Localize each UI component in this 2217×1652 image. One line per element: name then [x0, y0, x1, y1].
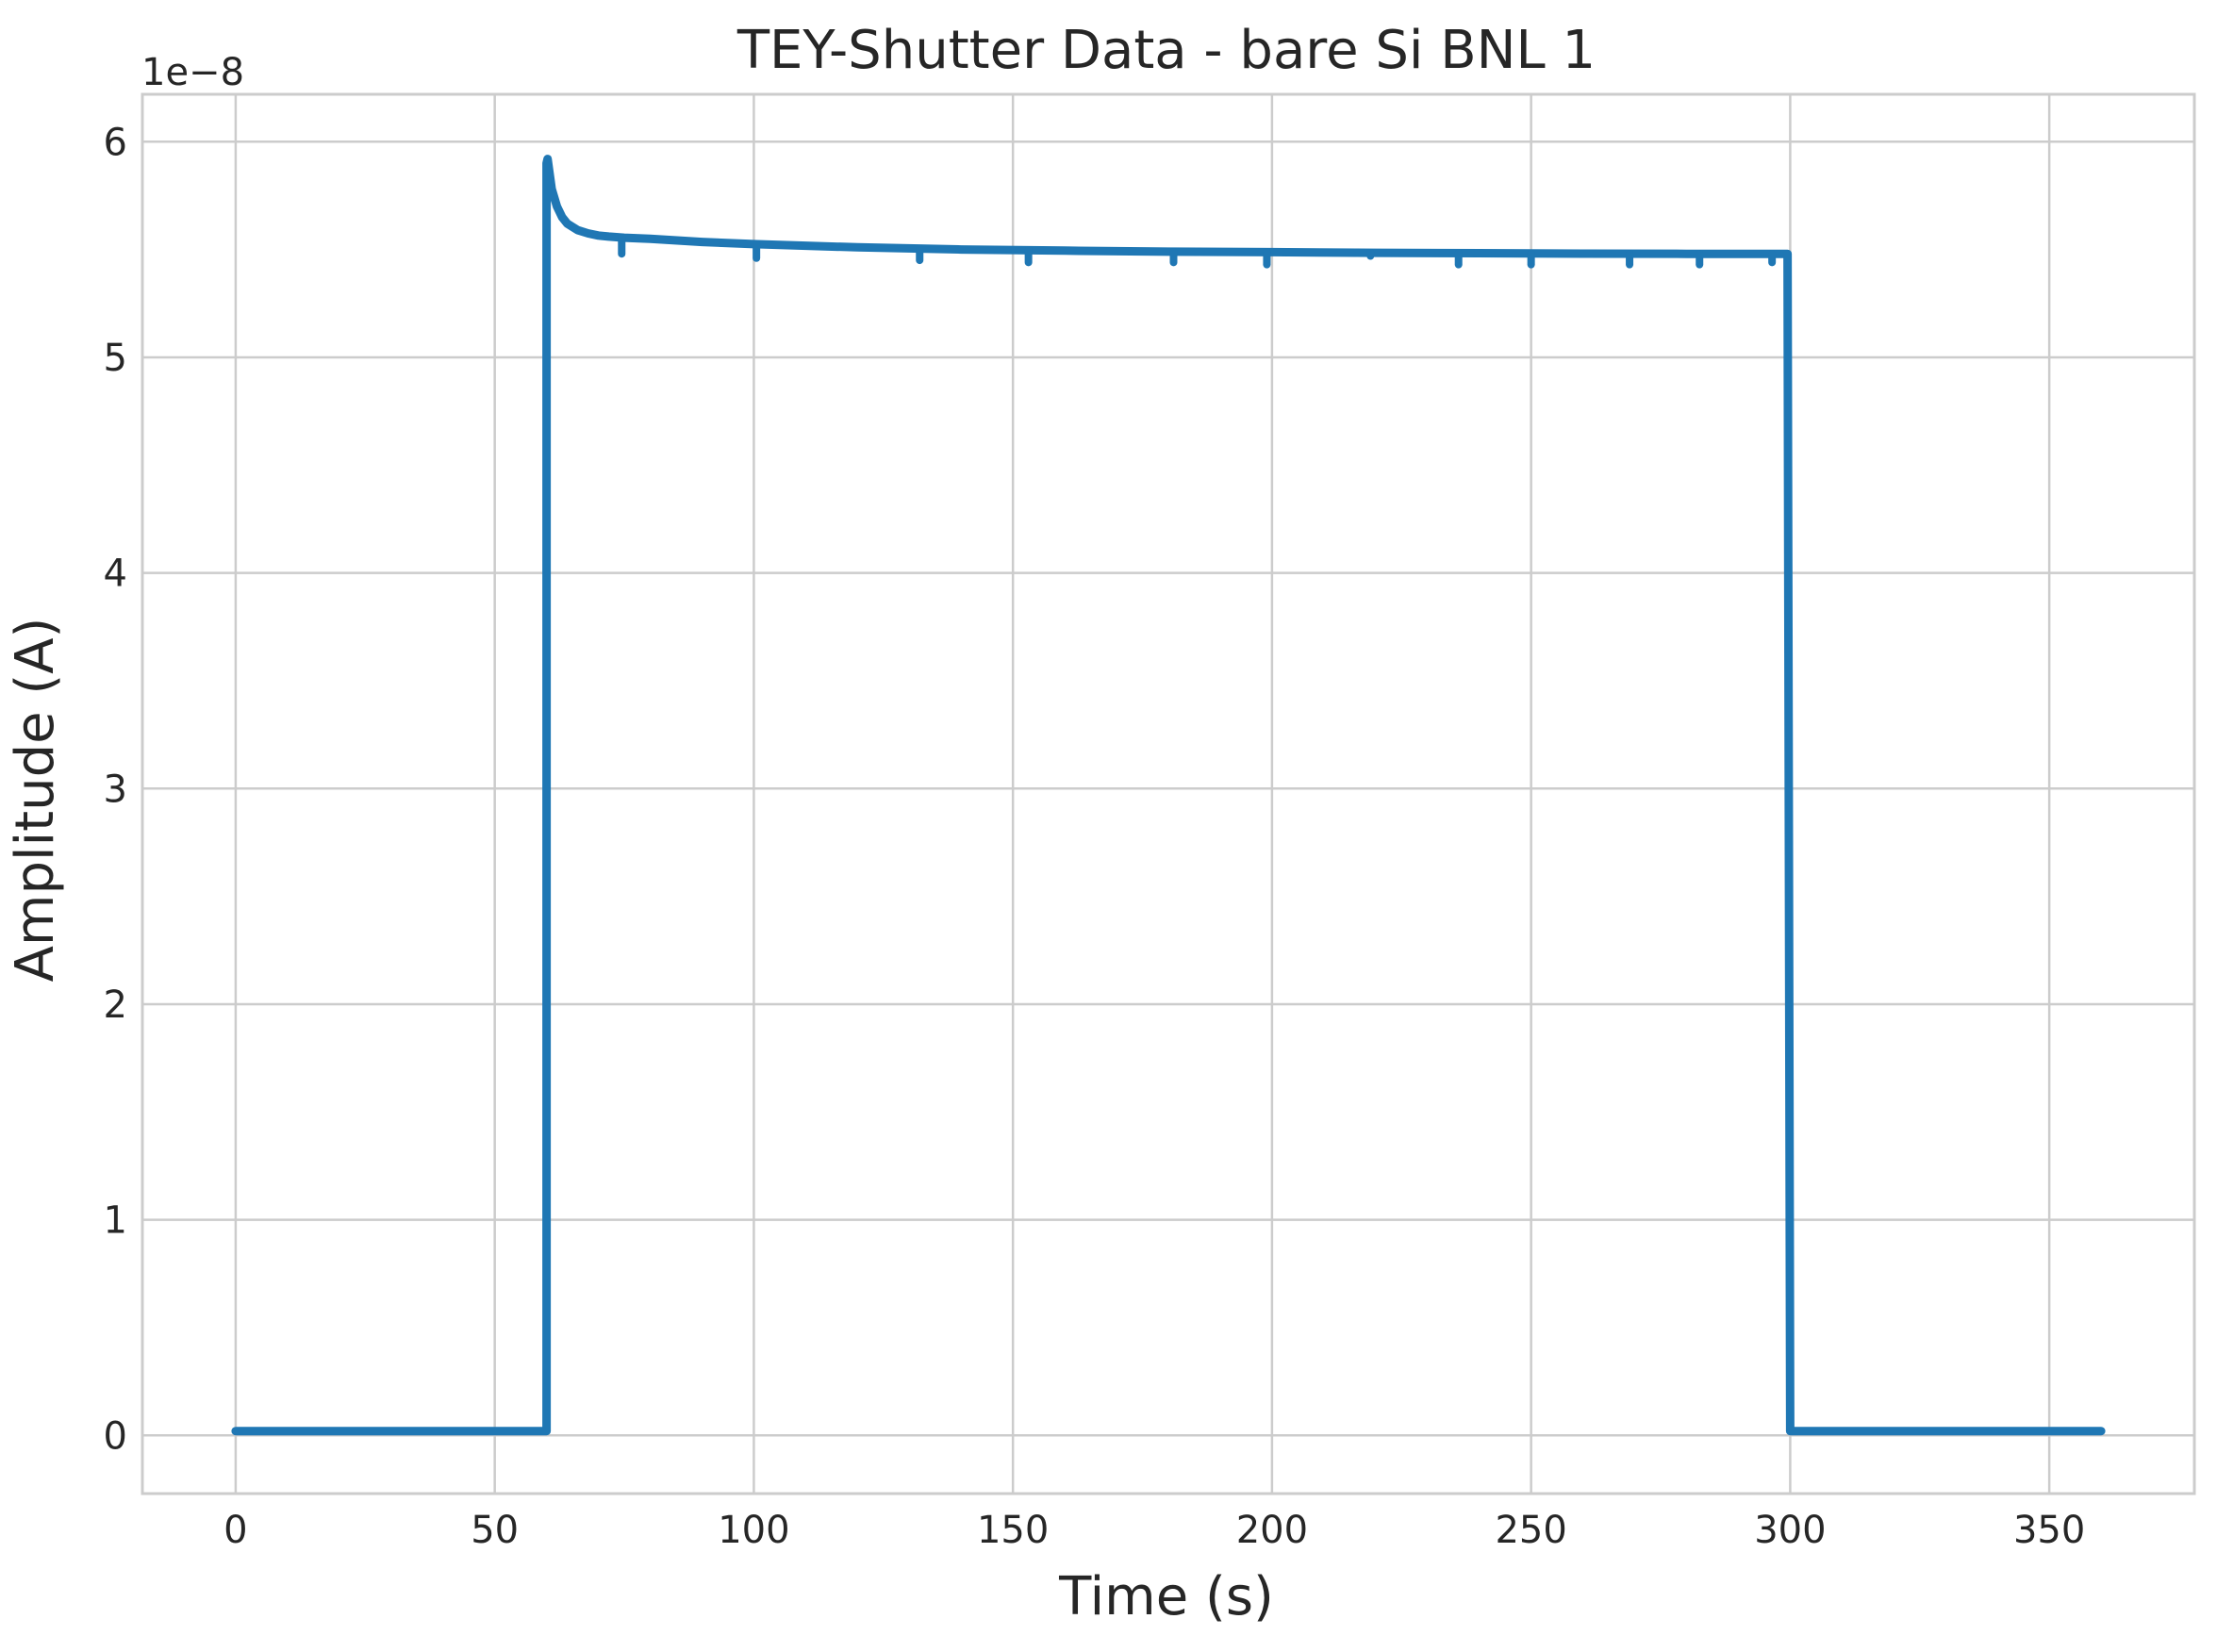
y-tick-label: 6: [104, 121, 127, 164]
y-tick-label: 3: [104, 768, 127, 811]
x-tick-label: 250: [1495, 1509, 1566, 1552]
x-tick-label: 200: [1236, 1509, 1308, 1552]
x-tick-label: 150: [977, 1509, 1049, 1552]
y-tick-label: 0: [104, 1414, 127, 1458]
x-axis-ticks: 0 50 100 150 200 250 300 350: [223, 1509, 2085, 1552]
x-tick-label: 50: [471, 1509, 519, 1552]
plot-area-frame: [141, 92, 2196, 1495]
x-tick-label: 0: [223, 1509, 247, 1552]
y-tick-label: 5: [104, 337, 127, 380]
x-axis-label: Time (s): [1058, 1566, 1274, 1627]
grid: [142, 94, 2194, 1494]
y-tick-label: 2: [104, 983, 127, 1027]
y-tick-label: 1: [104, 1199, 127, 1243]
y-axis-offset-label: 1e−8: [141, 51, 244, 94]
y-axis-ticks: 0 1 2 3 4 5 6: [104, 121, 127, 1458]
y-tick-label: 4: [104, 553, 127, 596]
series-layer: [231, 155, 2106, 1436]
series-line: [231, 155, 2106, 1436]
chart-title: TEY-Shutter Data - bare Si BNL 1: [736, 20, 1596, 81]
y-axis-label: Amplitude (A): [5, 618, 66, 983]
x-tick-label: 350: [2013, 1509, 2085, 1552]
x-tick-label: 100: [718, 1509, 789, 1552]
x-tick-label: 300: [1754, 1509, 1826, 1552]
